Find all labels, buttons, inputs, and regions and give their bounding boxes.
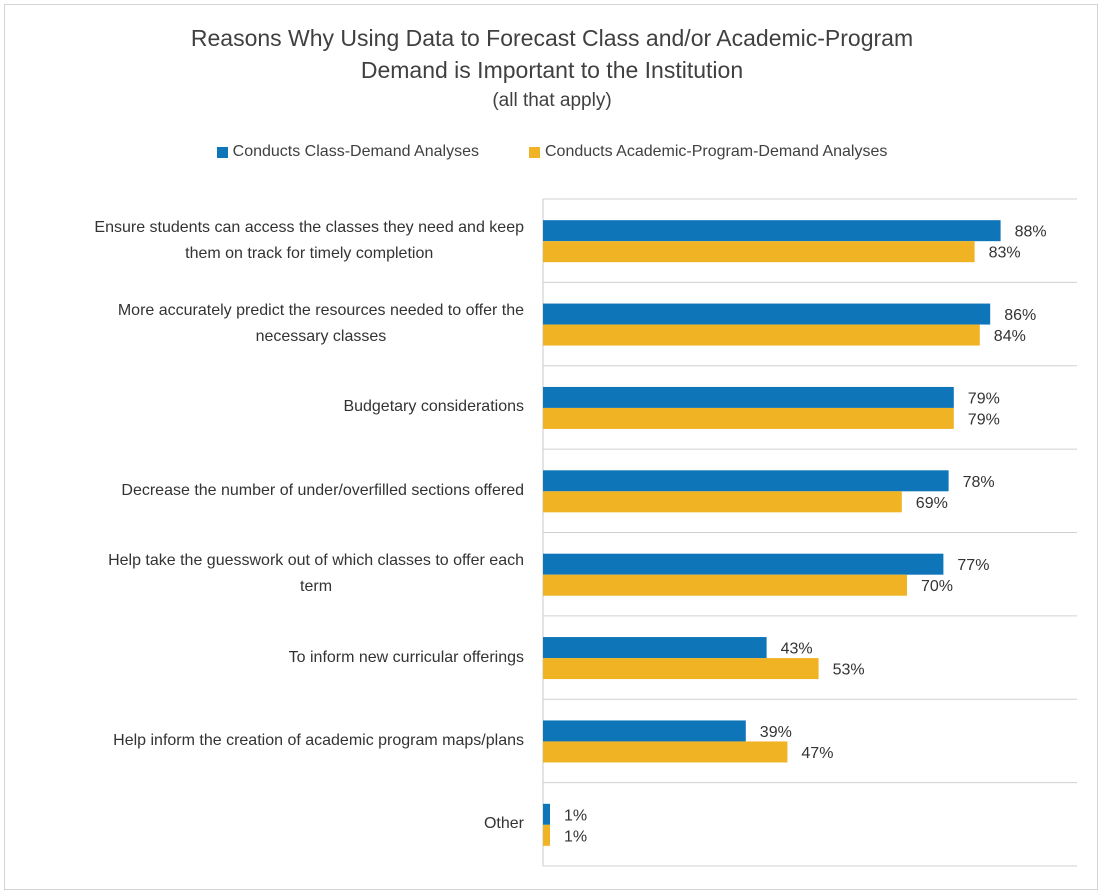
category-label: Budgetary considerations <box>12 367 524 447</box>
data-label: 69% <box>916 495 948 512</box>
bar-class-demand <box>543 637 767 659</box>
category-label-line: Budgetary considerations <box>343 398 524 416</box>
bar-class-demand <box>543 220 1001 242</box>
category-label-text: Help inform the creation of academic pro… <box>113 728 524 754</box>
category-label-line: Help inform the creation of academic pro… <box>113 731 524 749</box>
bar-class-demand <box>543 803 550 825</box>
category-label-line: them on track for timely completion <box>185 244 434 262</box>
data-label: 88% <box>1015 224 1047 241</box>
category-label: Decrease the number of under/overfilled … <box>12 451 524 531</box>
category-label: Other <box>12 784 524 864</box>
category-label-text: Help take the guesswork out of which cla… <box>108 548 524 600</box>
legend-item-program-demand: Conducts Academic-Program-Demand Analyse… <box>528 143 888 161</box>
bar-program-demand <box>543 241 975 263</box>
category-label: Help inform the creation of academic pro… <box>12 701 524 781</box>
data-label: 1% <box>564 828 587 845</box>
bar-program-demand <box>543 491 902 513</box>
legend-label-program-demand: Conducts Academic-Program-Demand Analyse… <box>544 143 888 160</box>
category-label-text: To inform new curricular offerings <box>289 645 524 671</box>
bar-class-demand <box>543 720 746 742</box>
data-label: 79% <box>968 390 1000 407</box>
category-label: Help take the guesswork out of which cla… <box>12 534 524 614</box>
bar-class-demand <box>543 470 949 492</box>
data-label: 1% <box>564 807 587 824</box>
chart-title-line-2: Demand is Important to the Institution <box>360 57 744 83</box>
legend-swatch-class-demand <box>216 146 228 158</box>
category-label-text: Budgetary considerations <box>343 394 524 420</box>
category-label-text: Other <box>484 811 524 837</box>
data-label: 43% <box>781 641 813 658</box>
category-label: Ensure students can access the classes t… <box>12 201 524 281</box>
data-label: 84% <box>994 328 1026 345</box>
data-label: 86% <box>1004 307 1036 324</box>
category-label-line: More accurately predict the resources ne… <box>117 302 524 320</box>
category-label-text: Decrease the number of under/overfilled … <box>121 478 524 504</box>
category-label-text: Ensure students can access the classes t… <box>94 215 524 267</box>
data-label: 47% <box>801 745 833 762</box>
data-label: 70% <box>921 578 953 595</box>
chart-title: Reasons Why Using Data to Forecast Class… <box>0 22 1104 114</box>
bar-program-demand <box>543 741 788 763</box>
bar-program-demand <box>543 824 550 846</box>
chart-subtitle: (all that apply) <box>492 90 612 111</box>
bar-program-demand <box>543 407 954 429</box>
chart-title-line-1: Reasons Why Using Data to Forecast Class… <box>190 25 914 51</box>
category-label: To inform new curricular offerings <box>12 618 524 698</box>
category-label-line: To inform new curricular offerings <box>288 648 524 666</box>
bar-class-demand <box>543 386 954 408</box>
category-label-line: Ensure students can access the classes t… <box>94 218 524 236</box>
category-label-line: necessary classes <box>255 328 387 346</box>
data-label: 78% <box>963 474 995 491</box>
bar-class-demand <box>543 553 944 575</box>
data-label: 79% <box>968 411 1000 428</box>
legend-swatch-program-demand <box>528 146 540 158</box>
category-label-line: Other <box>483 815 524 833</box>
category-label-line: term <box>300 578 333 596</box>
category-label-line: Decrease the number of under/overfilled … <box>121 481 524 499</box>
bar-program-demand <box>543 658 819 680</box>
category-label: More accurately predict the resources ne… <box>12 284 524 364</box>
data-label: 77% <box>957 557 989 574</box>
bar-program-demand <box>543 574 907 596</box>
data-label: 83% <box>989 245 1021 262</box>
data-label: 53% <box>833 662 865 679</box>
legend-label-class-demand: Conducts Class-Demand Analyses <box>232 143 479 160</box>
bar-class-demand <box>543 303 991 325</box>
category-label-line: Help take the guesswork out of which cla… <box>108 552 524 570</box>
legend-item-class-demand: Conducts Class-Demand Analyses <box>216 143 479 161</box>
category-label-text: More accurately predict the resources ne… <box>118 298 524 350</box>
data-label: 39% <box>760 724 792 741</box>
bar-program-demand <box>543 324 980 346</box>
legend: Conducts Class-Demand Analyses Conducts … <box>0 143 1104 161</box>
